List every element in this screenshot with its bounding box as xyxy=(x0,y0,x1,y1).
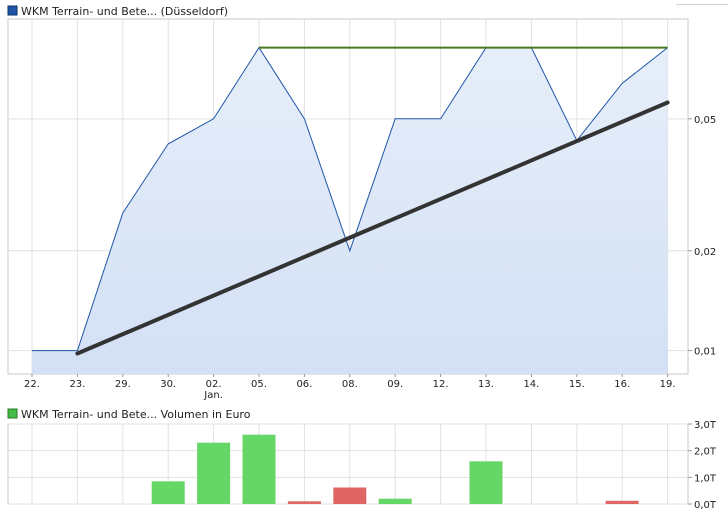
price-line xyxy=(32,46,668,352)
volume-panel: 0,0T 1,0T 2,0T 3,0T xyxy=(7,420,717,511)
window-edge-handle xyxy=(676,0,728,5)
price-xtick-label: 08. xyxy=(342,379,358,390)
price-xtick-label: 05. xyxy=(251,379,267,390)
volume-legend-label: WKM Terrain- und Bete... Volumen in Euro xyxy=(21,408,251,421)
price-xtick-label: 14. xyxy=(523,379,539,390)
volume-ytick-label: 3,0T xyxy=(694,420,717,431)
volume-legend-swatch xyxy=(7,408,18,419)
price-ytick-label: 0,05 xyxy=(694,115,716,126)
price-xtick-label: 29. xyxy=(115,379,131,390)
price-xtick-label: 22. xyxy=(24,379,40,390)
volume-bar xyxy=(151,481,185,504)
price-legend-label: WKM Terrain- und Bete... (Düsseldorf) xyxy=(21,5,228,18)
volume-ytick-label: 0,0T xyxy=(694,500,717,511)
volume-bar xyxy=(605,500,639,504)
price-xtick-label: 09. xyxy=(387,379,403,390)
price-panel: 0,01 0,02 0,05 22. 23. 29. 30. 02.Jan. 05. 06. 08… xyxy=(7,18,716,401)
price-ytick-label: 0,02 xyxy=(694,247,716,258)
volume-bar xyxy=(378,498,412,504)
price-x-axis: 22. 23. 29. 30. 02.Jan. 05. 06. 08. 09. 12. 13. 14.… xyxy=(24,374,676,401)
price-y-axis: 0,01 0,02 0,05 xyxy=(688,115,716,358)
price-xtick-label: 02. xyxy=(206,379,222,390)
volume-bar xyxy=(469,461,503,504)
price-area-fill xyxy=(32,47,668,374)
price-legend-swatch xyxy=(7,5,18,16)
price-xtick-sublabel: Jan. xyxy=(203,390,223,401)
volume-bar xyxy=(333,487,367,504)
price-xtick-label: 13. xyxy=(478,379,494,390)
volume-y-axis: 0,0T 1,0T 2,0T 3,0T xyxy=(688,420,717,511)
price-xtick-label: 23. xyxy=(69,379,85,390)
price-xtick-label: 19. xyxy=(660,379,676,390)
trend-line xyxy=(75,100,670,356)
price-xtick-label: 16. xyxy=(614,379,630,390)
price-xtick-label: 15. xyxy=(569,379,585,390)
volume-bar xyxy=(242,434,276,504)
volume-ytick-label: 1,0T xyxy=(694,473,717,484)
volume-bar xyxy=(197,442,231,504)
price-ytick-label: 0,01 xyxy=(694,347,716,358)
price-xtick-label: 06. xyxy=(296,379,312,390)
volume-ytick-label: 2,0T xyxy=(694,447,717,458)
volume-bars xyxy=(151,434,639,504)
price-xtick-label: 12. xyxy=(433,379,449,390)
volume-bar xyxy=(287,501,321,504)
price-xtick-label: 30. xyxy=(160,379,176,390)
